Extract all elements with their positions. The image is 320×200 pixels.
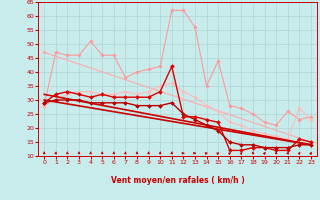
X-axis label: Vent moyen/en rafales ( km/h ): Vent moyen/en rafales ( km/h ) bbox=[111, 176, 244, 185]
